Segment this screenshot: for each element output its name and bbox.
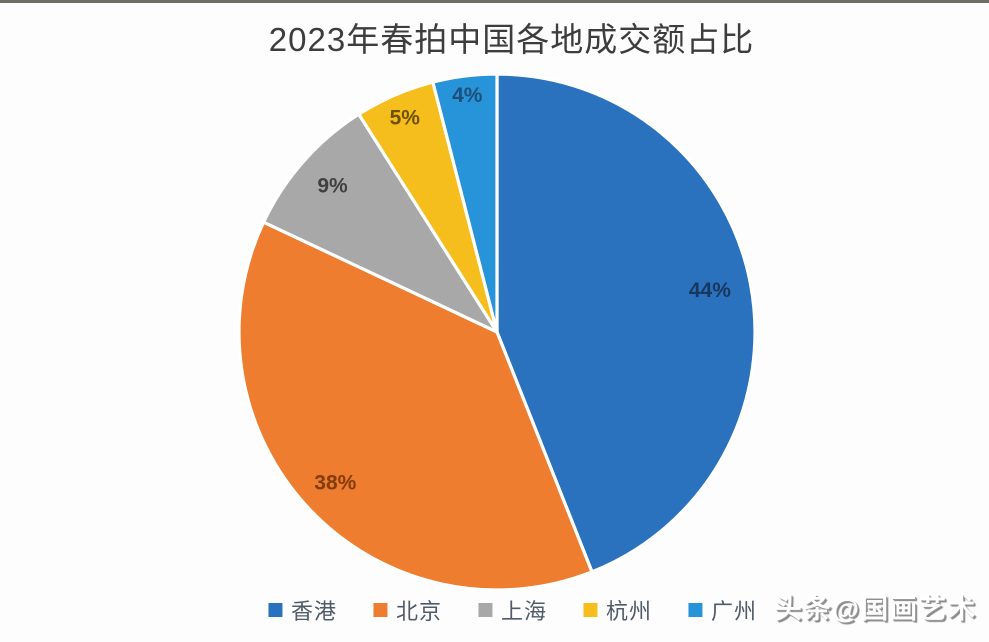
pie-slice-value-label-hong-kong: 44% xyxy=(689,279,731,302)
legend-swatch-guangzhou xyxy=(688,603,703,617)
legend-label-hangzhou: 杭州 xyxy=(606,599,653,624)
pie-slice-beijing xyxy=(237,220,594,592)
legend-swatch-hangzhou xyxy=(583,603,598,617)
watermark-toutiao: 头条@国画艺术 xyxy=(774,594,977,624)
legend-item-beijing: 北京 xyxy=(372,594,442,626)
legend-label-hong-kong: 香港 xyxy=(290,599,337,624)
legend-label-guangzhou: 广州 xyxy=(711,599,758,624)
pie-slice-shanghai xyxy=(261,112,499,334)
legend-label-shanghai: 上海 xyxy=(500,599,548,624)
pie-slice-value-label-shanghai: 9% xyxy=(317,175,348,198)
pie-slice-guangzhou xyxy=(431,72,499,334)
legend-item-hong-kong: 香港 xyxy=(267,594,337,626)
pie-slice-value-label-guangzhou: 4% xyxy=(452,84,483,107)
pie-slice-value-label-beijing: 38% xyxy=(314,471,356,494)
legend-swatch-shanghai xyxy=(477,603,492,617)
chart-title: 2023年春拍中国各地成交额占比 xyxy=(268,21,755,58)
legend-label-beijing: 北京 xyxy=(395,599,442,624)
top-border-line xyxy=(0,0,989,3)
legend-item-hangzhou: 杭州 xyxy=(583,594,652,626)
legend-swatch-hong-kong xyxy=(267,603,282,617)
legend-item-shanghai: 上海 xyxy=(477,594,548,626)
pie-slice-value-label-hangzhou: 5% xyxy=(390,106,421,129)
pie-chart: 44% 38% 9% 5% 4% xyxy=(237,72,757,592)
pie-slice-hong-kong xyxy=(495,72,757,574)
chart-legend: 香港 北京 上海 杭州 广州 xyxy=(267,594,757,626)
legend-item-guangzhou: 广州 xyxy=(688,594,757,626)
legend-swatch-beijing xyxy=(372,603,387,617)
